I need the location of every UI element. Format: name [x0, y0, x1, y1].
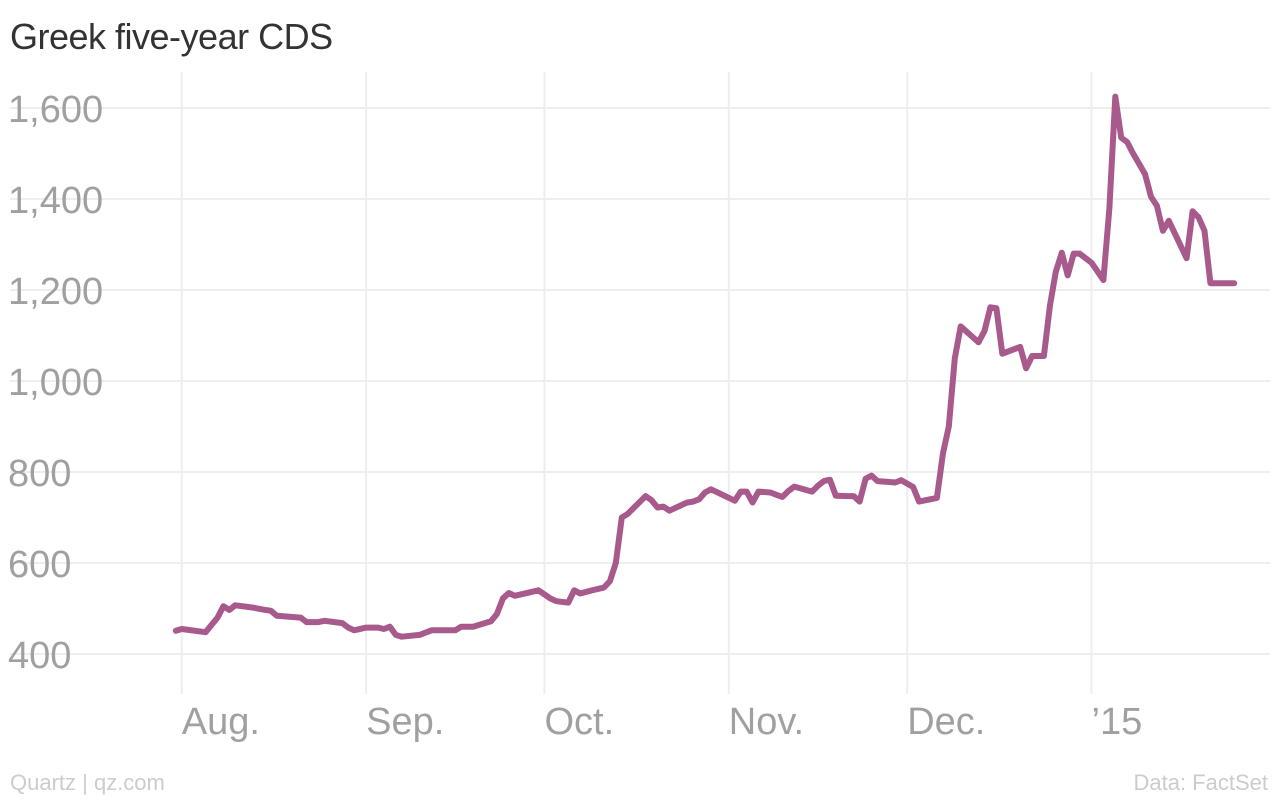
data-source: Data: FactSet [1133, 770, 1268, 795]
vertical-gridlines [180, 72, 1093, 694]
horizontal-gridlines [10, 107, 1270, 655]
x-tick-label: Oct. [544, 701, 614, 743]
source-credit[interactable]: Quartz | qz.com [10, 770, 165, 795]
y-tick-label: 1,600 [8, 89, 103, 131]
y-tick-label: 1,000 [8, 362, 103, 404]
x-tick-label: Nov. [729, 701, 804, 743]
series-layer [172, 93, 1238, 640]
x-tick-label: Dec. [907, 701, 985, 743]
x-tick-label: Sep. [366, 701, 444, 743]
x-tick-label: Aug. [182, 701, 260, 743]
chart-title: Greek five-year CDS [10, 16, 333, 57]
x-axis-ticks: Aug. Sep. Oct. Nov. Dec. ’15 [182, 701, 1142, 743]
x-tick-label: ’15 [1092, 701, 1143, 743]
y-tick-label: 1,200 [8, 271, 103, 313]
y-axis-ticks: 400 600 800 1,000 1,200 1,400 1,600 [8, 89, 103, 677]
y-tick-label: 600 [8, 544, 71, 586]
y-tick-label: 800 [8, 453, 71, 495]
y-tick-label: 400 [8, 635, 71, 677]
y-tick-label: 1,400 [8, 180, 103, 222]
series-line [172, 93, 1238, 640]
